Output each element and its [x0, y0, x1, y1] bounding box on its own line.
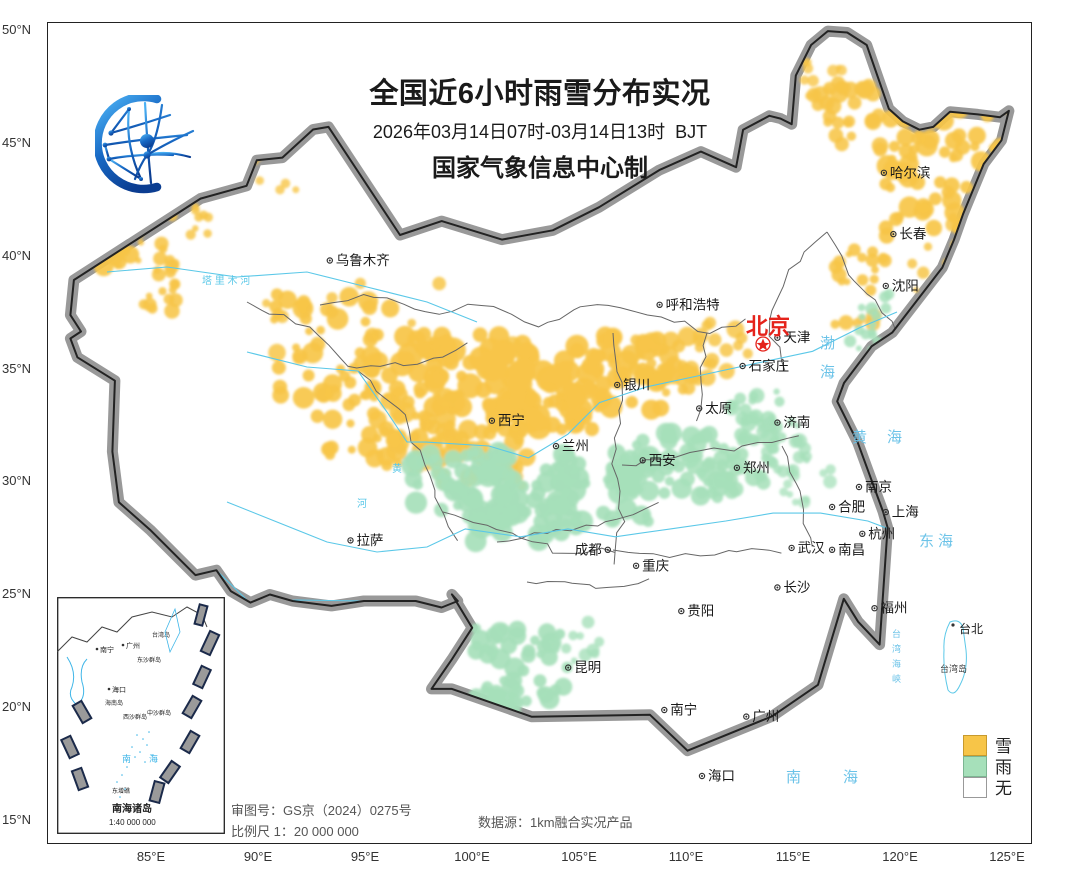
svg-text:海: 海	[938, 533, 953, 550]
svg-text:济南: 济南	[783, 415, 810, 430]
svg-text:海口: 海口	[112, 685, 126, 694]
svg-text:南: 南	[122, 753, 131, 764]
svg-text:海: 海	[820, 364, 835, 381]
svg-text:南宁: 南宁	[670, 702, 697, 718]
svg-text:郑州: 郑州	[743, 460, 770, 475]
svg-text:海: 海	[843, 769, 858, 786]
svg-text:东: 东	[919, 533, 934, 550]
svg-text:沈阳: 沈阳	[892, 278, 919, 293]
svg-text:海: 海	[149, 753, 158, 764]
svg-text:台: 台	[892, 628, 901, 639]
svg-text:乌鲁木齐: 乌鲁木齐	[336, 253, 390, 268]
svg-text:黄: 黄	[392, 462, 402, 475]
svg-text:东增礁: 东增礁	[112, 787, 130, 795]
svg-text:南海诸岛: 南海诸岛	[112, 802, 152, 815]
svg-text:东沙群岛: 东沙群岛	[137, 656, 161, 664]
svg-text:中沙群岛: 中沙群岛	[147, 709, 171, 717]
svg-text:1:40 000 000: 1:40 000 000	[109, 818, 156, 827]
svg-text:海: 海	[887, 429, 902, 446]
svg-text:海口: 海口	[708, 769, 735, 784]
svg-text:长春: 长春	[899, 227, 927, 242]
svg-text:重庆: 重庆	[642, 558, 669, 573]
svg-text:兰州: 兰州	[562, 439, 589, 454]
svg-text:西宁: 西宁	[498, 412, 525, 428]
svg-text:台湾岛: 台湾岛	[940, 663, 967, 674]
svg-text:南京: 南京	[865, 480, 892, 495]
svg-text:黄: 黄	[852, 429, 867, 446]
svg-text:广州: 广州	[126, 641, 140, 650]
svg-text:塔 里 木 河: 塔 里 木 河	[202, 274, 250, 287]
svg-text:渤: 渤	[820, 335, 835, 352]
svg-text:石家庄: 石家庄	[749, 358, 790, 374]
svg-text:成都: 成都	[575, 542, 602, 557]
svg-text:海南岛: 海南岛	[105, 699, 123, 707]
svg-text:呼和浩特: 呼和浩特	[666, 297, 720, 312]
svg-text:南宁: 南宁	[100, 645, 114, 654]
svg-text:杭州: 杭州	[868, 526, 895, 541]
svg-text:广州: 广州	[752, 709, 779, 724]
svg-text:福州: 福州	[881, 601, 908, 616]
svg-text:北京: 北京	[746, 314, 790, 339]
svg-text:峡: 峡	[892, 673, 901, 684]
svg-text:湾: 湾	[892, 643, 901, 654]
svg-text:合肥: 合肥	[838, 500, 865, 515]
svg-text:拉萨: 拉萨	[357, 533, 384, 548]
svg-text:台北: 台北	[959, 621, 983, 636]
svg-text:河: 河	[357, 498, 367, 510]
svg-text:武汉: 武汉	[798, 540, 826, 555]
svg-text:银川: 银川	[623, 377, 650, 392]
svg-text:西安: 西安	[649, 453, 676, 468]
svg-text:南昌: 南昌	[838, 542, 865, 557]
svg-text:上海: 上海	[892, 505, 919, 520]
svg-text:长沙: 长沙	[783, 580, 810, 595]
svg-text:海: 海	[892, 658, 901, 669]
svg-text:昆明: 昆明	[574, 660, 601, 675]
svg-text:贵阳: 贵阳	[687, 604, 714, 619]
svg-text:南: 南	[786, 769, 801, 786]
svg-text:太原: 太原	[705, 401, 732, 416]
svg-text:台湾岛: 台湾岛	[152, 631, 170, 639]
svg-text:西沙群岛: 西沙群岛	[123, 713, 147, 721]
